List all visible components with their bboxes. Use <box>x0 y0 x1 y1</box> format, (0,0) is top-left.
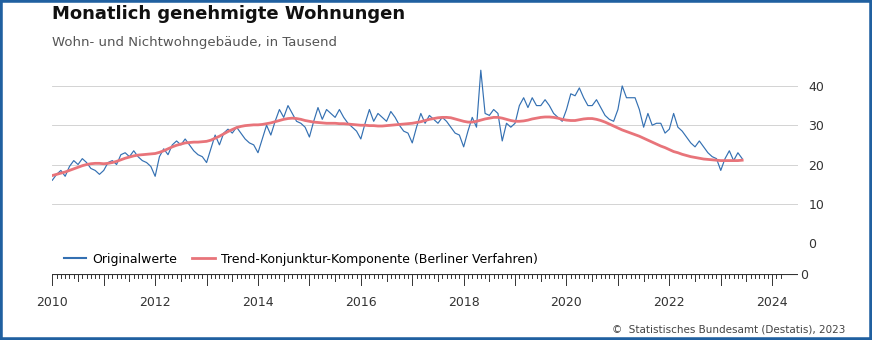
Text: 2012: 2012 <box>140 296 171 309</box>
Text: Wohn- und Nichtwohngebäude, in Tausend: Wohn- und Nichtwohngebäude, in Tausend <box>52 36 337 49</box>
Text: 2010: 2010 <box>37 296 68 309</box>
Text: 2016: 2016 <box>345 296 377 309</box>
Text: ©  Statistisches Bundesamt (Destatis), 2023: © Statistisches Bundesamt (Destatis), 20… <box>612 325 846 335</box>
Text: Monatlich genehmigte Wohnungen: Monatlich genehmigte Wohnungen <box>52 5 405 23</box>
Text: 0: 0 <box>800 269 808 282</box>
Text: 2020: 2020 <box>550 296 582 309</box>
Legend: Originalwerte, Trend-Konjunktur-Komponente (Berliner Verfahren): Originalwerte, Trend-Konjunktur-Komponen… <box>58 248 542 271</box>
Text: 2014: 2014 <box>242 296 274 309</box>
Text: 2022: 2022 <box>653 296 685 309</box>
Text: 2018: 2018 <box>448 296 480 309</box>
Text: 2024: 2024 <box>756 296 788 309</box>
